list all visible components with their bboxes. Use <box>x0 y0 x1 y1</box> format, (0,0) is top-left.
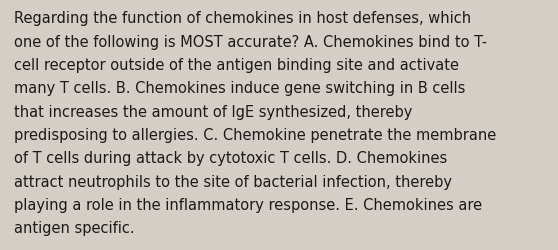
Text: playing a role in the inflammatory response. E. Chemokines are: playing a role in the inflammatory respo… <box>14 197 482 212</box>
Text: that increases the amount of IgE synthesized, thereby: that increases the amount of IgE synthes… <box>14 104 412 119</box>
Text: Regarding the function of chemokines in host defenses, which: Regarding the function of chemokines in … <box>14 11 471 26</box>
Text: attract neutrophils to the site of bacterial infection, thereby: attract neutrophils to the site of bacte… <box>14 174 452 189</box>
Text: cell receptor outside of the antigen binding site and activate: cell receptor outside of the antigen bin… <box>14 58 459 73</box>
Text: many T cells. B. Chemokines induce gene switching in B cells: many T cells. B. Chemokines induce gene … <box>14 81 465 96</box>
Text: one of the following is MOST accurate? A. Chemokines bind to T-: one of the following is MOST accurate? A… <box>14 34 487 50</box>
Text: of T cells during attack by cytotoxic T cells. D. Chemokines: of T cells during attack by cytotoxic T … <box>14 151 447 166</box>
Text: antigen specific.: antigen specific. <box>14 220 134 236</box>
Text: predisposing to allergies. C. Chemokine penetrate the membrane: predisposing to allergies. C. Chemokine … <box>14 128 496 142</box>
